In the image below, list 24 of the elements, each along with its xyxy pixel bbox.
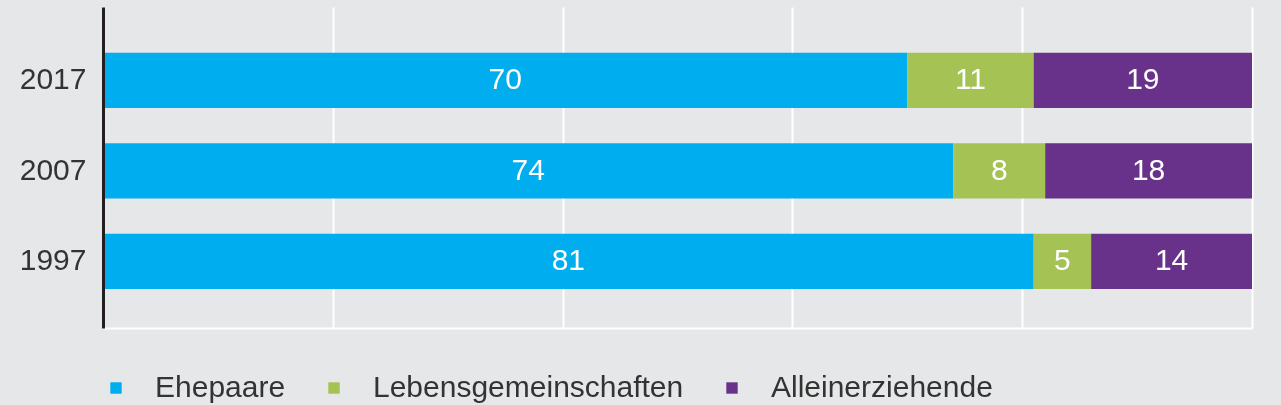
bar <box>1045 143 1252 199</box>
data-label: 19 <box>1126 62 1160 96</box>
data-label: 8 <box>990 152 1008 186</box>
data-label: 18 <box>1131 152 1166 186</box>
bar <box>907 52 1034 108</box>
y-tick-label: 2007 <box>19 152 87 186</box>
y-tick-label: 2017 <box>19 62 87 96</box>
data-label: 70 <box>488 62 522 96</box>
data-label: 74 <box>511 152 545 186</box>
data-label: 81 <box>551 243 586 277</box>
y-tick-label: 1997 <box>19 243 87 277</box>
data-label: 14 <box>1154 243 1189 277</box>
data-label: 5 <box>1054 243 1071 277</box>
data-label: 11 <box>954 62 987 96</box>
legend-label: Ehepaare <box>155 370 286 403</box>
bar <box>103 233 1034 290</box>
bar <box>103 143 954 199</box>
bar <box>1091 233 1252 290</box>
legend-label: Alleinerziehende <box>771 370 993 403</box>
bar <box>1033 52 1252 108</box>
bar <box>103 52 908 108</box>
legend-label: Lebensgemeinschaften <box>373 370 684 403</box>
bar <box>1033 233 1092 290</box>
bar <box>953 143 1046 199</box>
